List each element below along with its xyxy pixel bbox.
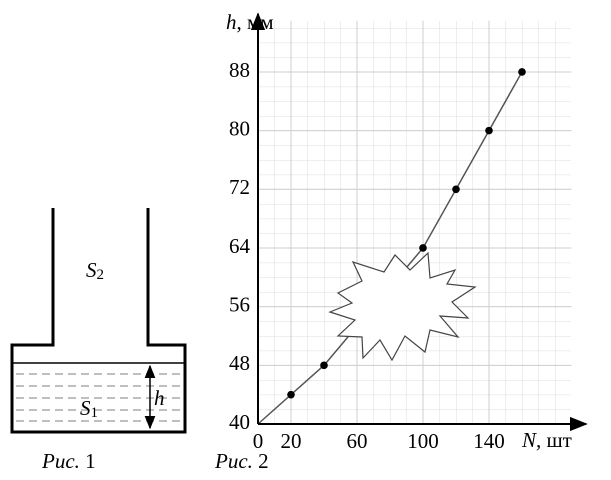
data-point (320, 361, 328, 370)
s2-label: S2 (86, 258, 104, 284)
x-tick-label: 60 (347, 429, 368, 453)
data-point (518, 68, 526, 76)
y-tick-label: 80 (229, 116, 250, 140)
x-tick-label: 20 (281, 429, 302, 453)
y-tick-label: 64 (229, 234, 251, 258)
blot (328, 251, 477, 362)
data-point (452, 185, 460, 194)
data-point (287, 390, 295, 399)
data-point (485, 126, 493, 135)
x-tick-label: 140 (473, 429, 505, 453)
y-tick-label: 40 (229, 410, 250, 434)
y-tick-label: 72 (229, 175, 250, 199)
y-tick-label: 88 (229, 58, 250, 82)
x-tick-label: 0 (253, 429, 264, 453)
y-tick-label: 56 (229, 292, 250, 316)
caption-2: Рис. 2 (214, 449, 269, 473)
vessel (10, 208, 187, 434)
y-axis-label: h, мм (226, 10, 274, 34)
data-point (419, 244, 427, 252)
y-tick-label: 48 (229, 351, 250, 375)
h-label: h (154, 386, 165, 410)
x-axis-label: N, шт (521, 428, 572, 452)
s1-label: S1 (80, 396, 98, 422)
x-tick-label: 100 (407, 429, 439, 453)
minor-grid (258, 21, 571, 424)
caption-1: Рис. 1 (41, 449, 96, 473)
